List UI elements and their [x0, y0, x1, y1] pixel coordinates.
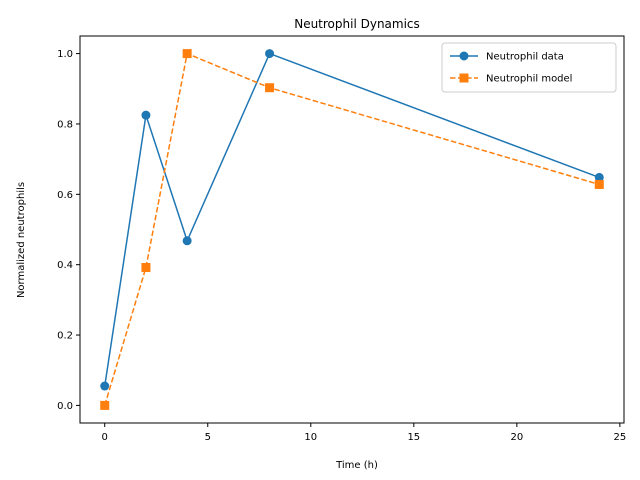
x-tick-label: 20: [510, 432, 523, 443]
legend-swatch-marker: [459, 73, 469, 83]
plot-area: [79, 35, 625, 424]
series-0: [100, 49, 604, 391]
data-point: [100, 381, 110, 391]
series-line: [103, 52, 600, 387]
series-line: [104, 52, 600, 406]
x-tick-label: 15: [407, 432, 420, 443]
legend-label: Neutrophil model: [486, 74, 572, 85]
y-tick-label: 1.0: [57, 49, 73, 60]
legend-label: Neutrophil data: [486, 52, 564, 63]
series-1: [100, 49, 604, 410]
x-tick-label: 5: [205, 432, 211, 443]
legend: Neutrophil data Neutrophil model: [441, 42, 617, 93]
data-point: [141, 110, 151, 120]
y-tick-label: 0.4: [57, 260, 73, 271]
data-point: [265, 83, 275, 93]
y-tick-label: 0.8: [57, 119, 73, 130]
data-point: [594, 179, 604, 189]
y-axis: 0.0 0.2 0.4 0.6 0.8 1.0: [57, 49, 80, 412]
x-axis-title: Time (h): [335, 460, 378, 471]
x-axis: 0 5 10 15 20 25: [102, 423, 627, 443]
chart-title: Neutrophil Dynamics: [294, 17, 420, 31]
legend-item: Neutrophil model: [450, 73, 572, 85]
y-tick-label: 0.6: [57, 190, 73, 201]
data-point: [141, 262, 151, 272]
data-point: [265, 49, 275, 59]
y-axis-title: Normalized neutrophils: [16, 182, 27, 298]
x-tick-label: 0: [102, 432, 108, 443]
legend-box: [441, 42, 617, 93]
data-point: [100, 400, 110, 410]
legend-item: Neutrophil data: [450, 51, 564, 63]
y-tick-label: 0.0: [57, 401, 73, 412]
y-tick-label: 0.2: [57, 331, 73, 342]
data-point: [182, 236, 192, 246]
x-tick-label: 10: [304, 432, 317, 443]
legend-swatch-marker: [459, 51, 469, 61]
series-layer: [100, 49, 604, 410]
plot-frame: [79, 35, 625, 424]
x-tick-label: 25: [614, 432, 627, 443]
data-point: [182, 49, 192, 59]
